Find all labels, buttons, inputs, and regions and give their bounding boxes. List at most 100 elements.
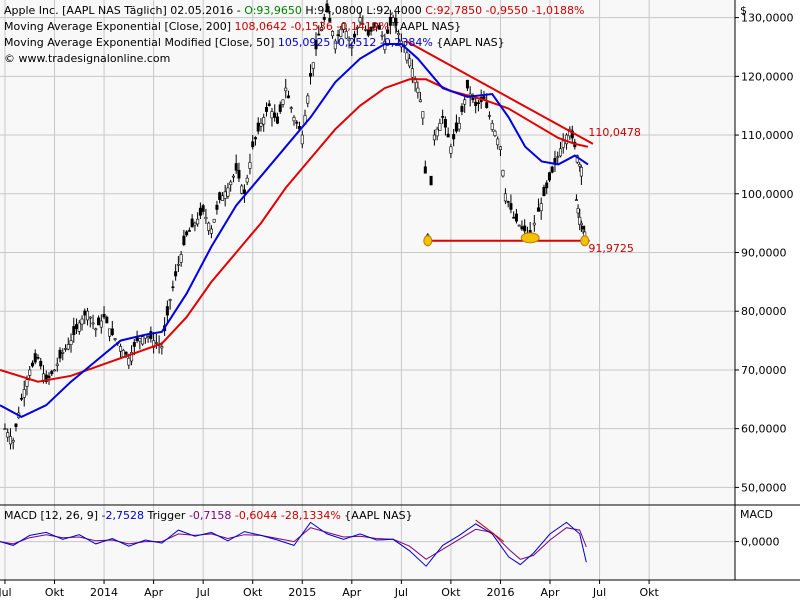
candle-body — [410, 68, 414, 78]
candle-body — [476, 102, 480, 105]
candle-body — [66, 344, 70, 350]
candle-body — [231, 175, 235, 178]
candle-body — [28, 369, 32, 376]
candle-body — [547, 172, 551, 181]
candle-body — [292, 117, 296, 122]
candle-body — [372, 22, 376, 28]
candle-body — [198, 207, 202, 216]
candle-body — [380, 34, 384, 37]
candle-body — [267, 103, 271, 106]
candle-body — [460, 106, 464, 112]
candle-body — [581, 225, 585, 230]
candle-body — [218, 192, 222, 200]
candle-body — [514, 213, 518, 222]
candle-body — [300, 134, 304, 145]
candle-body — [138, 338, 142, 342]
candle-body — [97, 317, 101, 326]
macd-line — [0, 521, 587, 567]
x-tick-label: Apr — [342, 586, 362, 599]
candle-body — [193, 222, 197, 226]
candle-body — [388, 16, 392, 26]
candle-body — [366, 29, 370, 36]
candle-body — [149, 331, 153, 339]
candle-body — [358, 17, 362, 23]
candle-body — [413, 77, 417, 84]
candle-body — [124, 351, 128, 355]
candle-body — [190, 218, 194, 228]
candle-body — [14, 423, 18, 428]
macd-trendline — [475, 519, 505, 542]
candle-body — [102, 313, 106, 318]
candle-body — [416, 87, 420, 93]
candle-body — [490, 123, 494, 130]
candle-body — [429, 175, 433, 186]
candle-body — [94, 328, 98, 331]
candle-body — [317, 33, 321, 36]
legend-row: Moving Average Exponential [Close, 200] … — [4, 20, 461, 33]
candle-body — [441, 116, 445, 118]
candle-body — [201, 205, 205, 212]
legend: Apple Inc. [AAPL NAS Täglich] 02.05.2016… — [4, 4, 584, 522]
candle-body — [574, 199, 578, 201]
candle-body — [487, 115, 491, 117]
candle-body — [61, 352, 65, 354]
candle-body — [556, 156, 560, 158]
candle-body — [545, 182, 549, 189]
candle-body — [209, 228, 213, 234]
candle-body — [558, 148, 562, 157]
candle-body — [289, 107, 293, 109]
x-tick-label: Okt — [243, 586, 263, 599]
candle-body — [33, 353, 37, 363]
candle-body — [418, 99, 422, 102]
resistance-trendline — [405, 40, 594, 145]
candle-body — [251, 141, 255, 148]
candle-body — [119, 346, 123, 352]
macd-legend-part: -0,7158 — [189, 509, 231, 522]
candle-body — [281, 99, 285, 105]
candle-body — [375, 23, 379, 28]
x-tick-label: 2014 — [90, 586, 118, 599]
candle-body — [19, 397, 23, 400]
candle-body — [270, 111, 274, 119]
legend-value: 105,0925 -0,2512 -0,2384% — [278, 36, 433, 49]
candle-body — [256, 122, 260, 132]
currency-label: $ — [740, 4, 747, 17]
candle-body — [171, 286, 175, 289]
candle-body — [185, 231, 189, 236]
price-annotation: 91,9725 — [588, 242, 634, 255]
candle-body — [182, 235, 186, 245]
candle-body — [154, 342, 158, 344]
candle-body — [8, 436, 12, 445]
candle-body — [262, 117, 266, 125]
candle-body — [391, 17, 395, 23]
legend-value: C:92,7850 -0,9550 -1,0188% — [425, 4, 584, 17]
series-layer: 110,0478 91,9725 — [0, 0, 641, 567]
candle-body — [275, 116, 279, 124]
candle-body — [77, 322, 81, 332]
candle-body — [377, 25, 381, 30]
candle-body — [295, 121, 299, 124]
candle-body — [347, 38, 351, 41]
x-tick-label: Jul — [0, 586, 12, 599]
candle-body — [39, 360, 43, 367]
candle-body — [496, 138, 500, 146]
candle-body — [523, 225, 527, 232]
candle-body — [576, 208, 580, 214]
candle-body — [463, 99, 467, 105]
candle-body — [99, 320, 103, 328]
candle-body — [309, 73, 313, 77]
macd-legend-part: MACD [12, 26, 9] — [4, 509, 102, 522]
candle-body — [215, 204, 219, 210]
candle-body — [474, 101, 478, 106]
candle-body — [204, 216, 208, 220]
candle-body — [364, 29, 368, 31]
candle-body — [432, 134, 436, 141]
candle-body — [88, 316, 92, 319]
candle-body — [72, 326, 76, 336]
candle-body — [245, 177, 249, 183]
x-tick-label: Apr — [540, 586, 560, 599]
candle-body — [3, 428, 7, 430]
candle-body — [22, 389, 26, 398]
candle-body — [509, 203, 513, 210]
candle-body — [248, 162, 252, 169]
